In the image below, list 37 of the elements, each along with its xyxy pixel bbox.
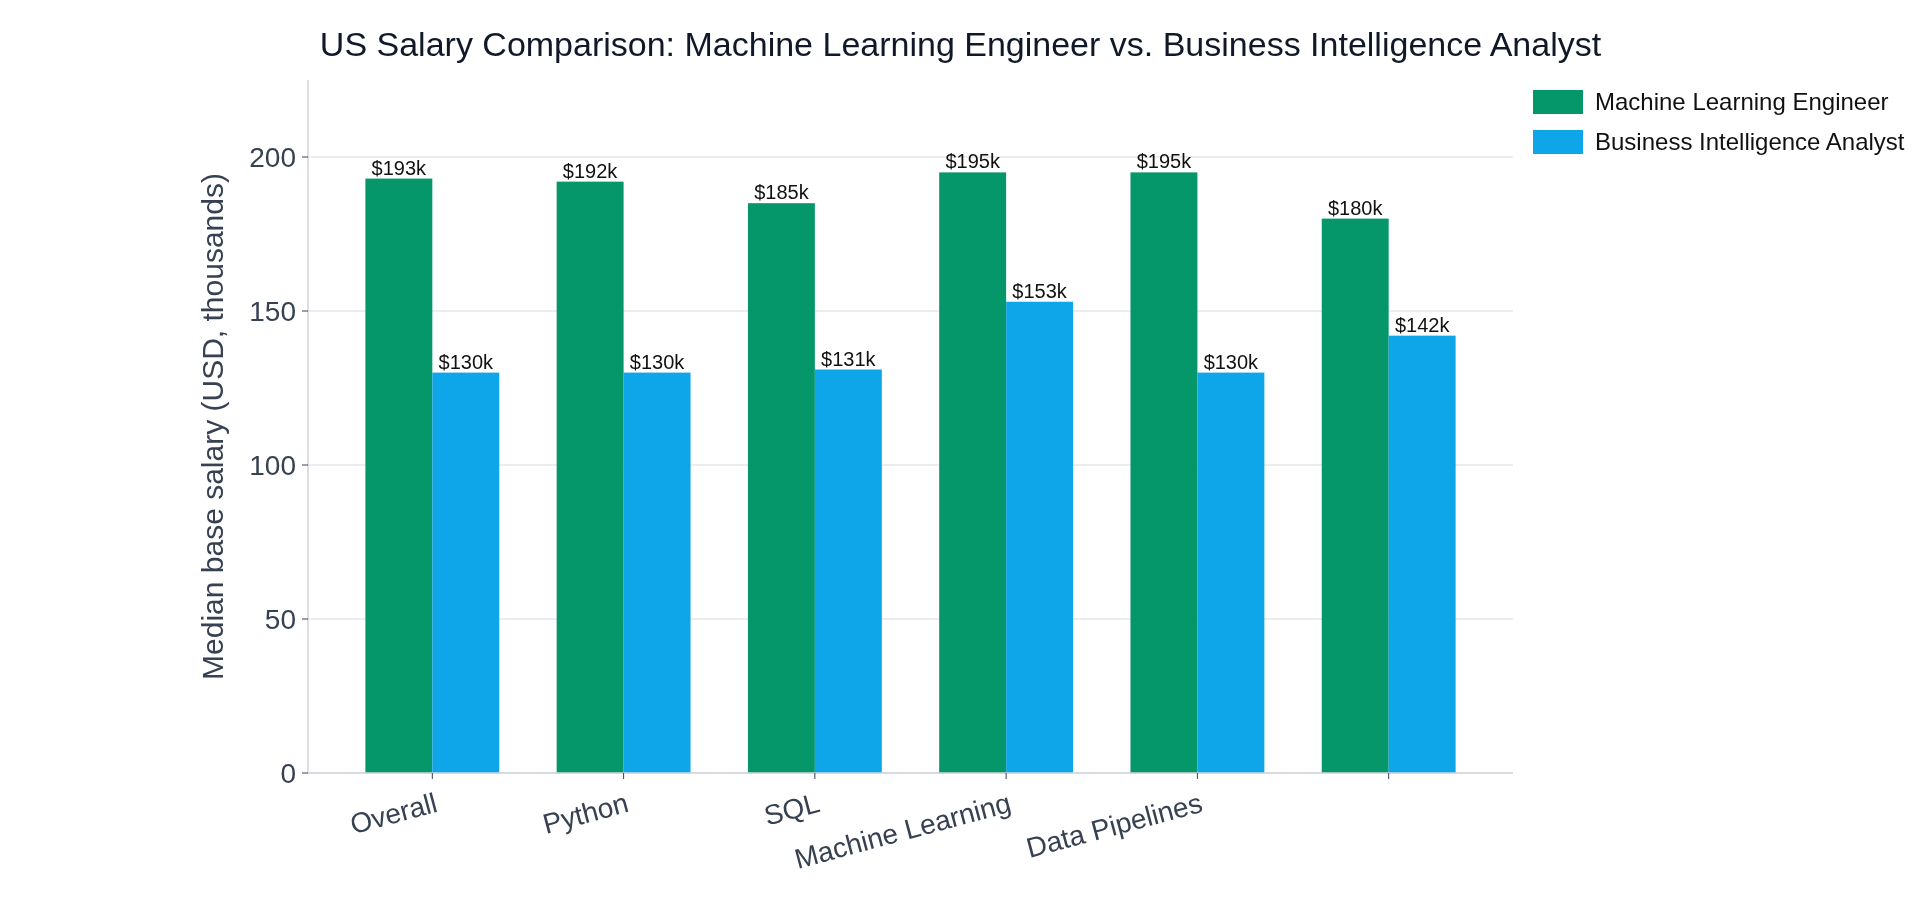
- y-tick-label: 50: [264, 603, 296, 635]
- bar: [1006, 301, 1074, 773]
- y-tick-label: 0: [280, 757, 296, 789]
- bar: [1197, 372, 1265, 773]
- legend-label: Business Intelligence Analyst: [1595, 128, 1905, 156]
- data-label: $195k: [1136, 150, 1193, 173]
- data-label: $192k: [562, 159, 619, 182]
- bar: [432, 372, 500, 773]
- bar: [623, 372, 691, 773]
- x-tick-label: Overall: [346, 787, 441, 841]
- bar: [814, 369, 882, 773]
- y-tick-label: 200: [249, 141, 296, 173]
- x-tick-label: SQL: [760, 787, 823, 832]
- y-tick-label: 100: [249, 449, 296, 481]
- data-label: $130k: [629, 350, 686, 373]
- bar: [747, 203, 815, 773]
- data-label: $142k: [1394, 313, 1451, 336]
- chart-title: US Salary Comparison: Machine Learning Engineer vs. Business Intelligence Analyst: [319, 25, 1602, 63]
- bar: [1321, 218, 1389, 773]
- bar: [1388, 335, 1456, 773]
- bar: [939, 172, 1007, 773]
- data-label: $180k: [1327, 196, 1384, 219]
- y-tick-label: 150: [249, 295, 296, 327]
- bar: [556, 181, 624, 773]
- y-axis-title: Median base salary (USD, thousands): [196, 173, 229, 680]
- data-label: $130k: [1203, 350, 1260, 373]
- legend-label: Machine Learning Engineer: [1595, 88, 1889, 116]
- data-label: $193k: [371, 156, 428, 179]
- bar: [1130, 172, 1198, 773]
- x-tick-label: Python: [539, 787, 632, 840]
- data-label: $185k: [754, 181, 810, 204]
- data-label: $130k: [438, 350, 495, 373]
- data-label: $153k: [1012, 279, 1068, 302]
- data-label: $131k: [821, 347, 877, 370]
- x-tick-label: Data Pipelines: [1023, 787, 1206, 864]
- bar: [365, 178, 433, 773]
- data-label: $195k: [945, 150, 1001, 173]
